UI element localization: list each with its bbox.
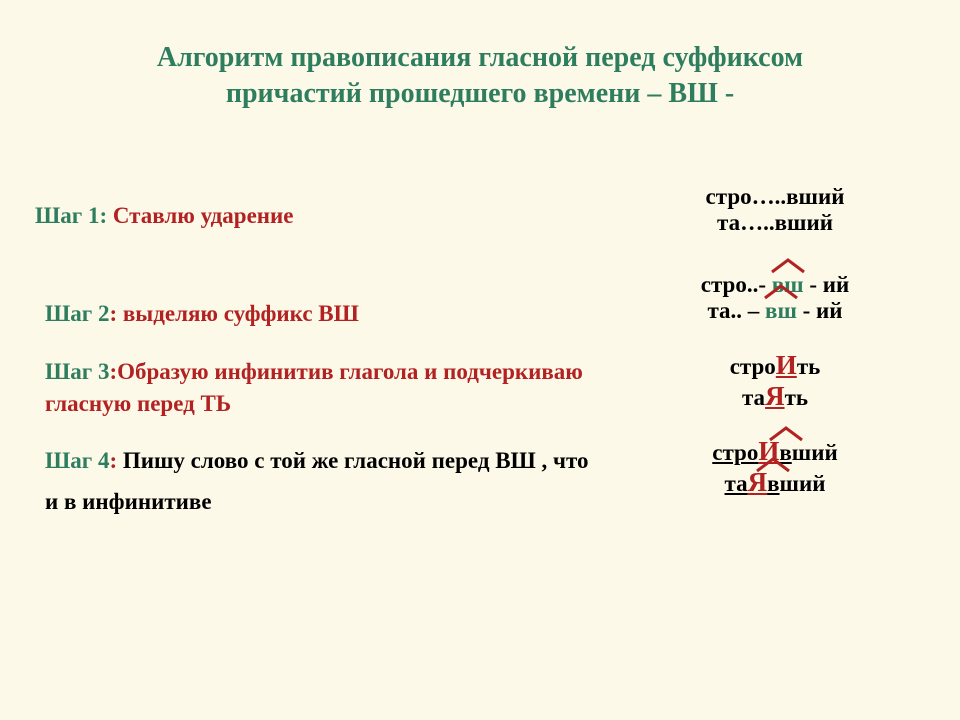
- example-1: стро…..вший та…..вший: [620, 184, 930, 236]
- step2-label: Шаг 2: [45, 301, 109, 326]
- example-4: строИвший таЯвший: [620, 436, 930, 498]
- title-line1: Алгоритм правописания гласной перед суфф…: [157, 42, 803, 73]
- ex4a-post: ший: [792, 440, 838, 465]
- step4-sep: :: [109, 448, 122, 473]
- ex4b-suffix: в: [767, 471, 779, 497]
- ex4a-pre: стро: [712, 440, 758, 465]
- ex1-line2: та…..вший: [717, 210, 833, 235]
- ex4b-post: ший: [780, 471, 826, 496]
- step-2: Шаг 2: выделяю суффикс ВШ: [45, 298, 585, 330]
- ex4b-pre: та: [725, 471, 748, 496]
- ex2b-pre: та.. –: [707, 298, 765, 323]
- step4-label: Шаг 4: [45, 448, 109, 473]
- ex2a-pre: стро..-: [701, 272, 772, 297]
- ex1-line1: стро…..вший: [706, 184, 845, 209]
- step3-label: Шаг 3: [45, 359, 109, 384]
- step-1: Шаг 1: Ставлю ударение: [35, 200, 294, 232]
- ex3a-post: ть: [797, 354, 820, 379]
- step-4: Шаг 4: Пишу слово с той же гласной перед…: [45, 440, 605, 523]
- ex3b-post: ть: [785, 385, 808, 410]
- step1-label: Шаг 1:: [35, 203, 113, 228]
- roof-icon: [770, 256, 806, 274]
- ex3b-pre: та: [742, 385, 765, 410]
- step4-text: Пишу слово с той же гласной перед ВШ , ч…: [45, 448, 589, 514]
- roof-icon: [768, 424, 804, 442]
- roof-icon: [763, 282, 799, 300]
- step3-text: :Образую инфинитив глагола и подчеркиваю…: [45, 359, 583, 416]
- step1-text: Ставлю ударение: [113, 203, 294, 228]
- ex3b-letter: Я: [765, 381, 785, 411]
- ex2a-post: - ий: [804, 272, 850, 297]
- example-2: стро..- вш - ий та.. – вш - ий: [620, 272, 930, 324]
- ex4b-mid: в: [767, 471, 779, 496]
- ex2b-mid: вш: [765, 298, 797, 323]
- ex2b-post: - ий: [797, 298, 843, 323]
- step2-text: : выделяю суффикс ВШ: [109, 301, 358, 326]
- title-line2: причастий прошедшего времени – ВШ -: [226, 78, 734, 109]
- step-3: Шаг 3:Образую инфинитив глагола и подчер…: [45, 356, 585, 420]
- ex2b-suffix: вш: [765, 298, 797, 324]
- title: Алгоритм правописания гласной перед суфф…: [0, 0, 960, 113]
- roof-icon: [755, 455, 791, 473]
- ex3a-pre: стро: [730, 354, 776, 379]
- ex3a-letter: И: [776, 350, 797, 380]
- example-3: строИть таЯть: [620, 350, 930, 412]
